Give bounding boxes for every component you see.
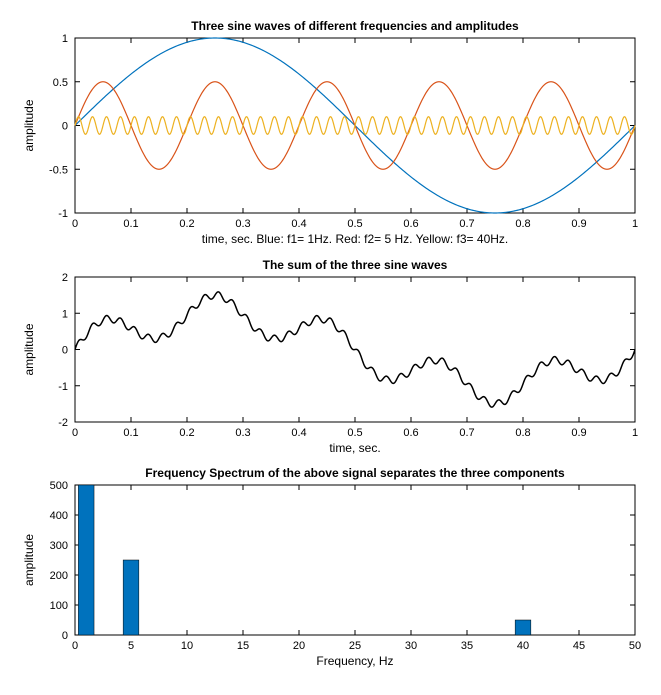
svg-text:0.3: 0.3 [235,218,250,230]
svg-text:1: 1 [62,33,68,45]
svg-text:0.1: 0.1 [123,218,138,230]
svg-text:500: 500 [50,480,68,492]
svg-text:time, sec. Blue: f1= 1Hz.: time, sec. Blue: f1= 1Hz. Red: f2= 5 Hz.… [202,232,509,246]
svg-text:0: 0 [62,630,68,642]
svg-text:Frequency Spectrum of the abov: Frequency Spectrum of the above signal s… [145,466,565,480]
svg-text:25: 25 [349,640,361,652]
svg-text:0.5: 0.5 [347,218,362,230]
svg-text:0.9: 0.9 [571,218,586,230]
svg-text:300: 300 [50,540,68,552]
svg-text:10: 10 [181,640,193,652]
svg-text:2: 2 [62,272,68,284]
svg-text:0: 0 [72,640,78,652]
svg-text:0.3: 0.3 [235,427,250,439]
svg-text:20: 20 [293,640,305,652]
svg-text:0.2: 0.2 [179,218,194,230]
svg-text:Three sine waves of different: Three sine waves of different frequencie… [191,19,519,33]
svg-text:200: 200 [50,570,68,582]
svg-text:-1: -1 [58,208,68,220]
svg-text:-2: -2 [58,417,68,429]
svg-text:15: 15 [237,640,249,652]
svg-text:0.8: 0.8 [515,218,530,230]
svg-text:0: 0 [72,218,78,230]
svg-text:0: 0 [62,345,68,357]
svg-text:1: 1 [632,427,638,439]
svg-text:0.5: 0.5 [53,77,68,89]
svg-text:0.4: 0.4 [291,427,306,439]
svg-text:amplitude: amplitude [22,534,36,586]
svg-text:0.5: 0.5 [347,427,362,439]
svg-text:time, sec.: time, sec. [329,441,380,455]
svg-text:-1: -1 [58,381,68,393]
svg-text:The sum of the three sine wave: The sum of the three sine waves [263,258,448,272]
svg-text:0: 0 [72,427,78,439]
svg-text:-0.5: -0.5 [49,164,68,176]
svg-text:35: 35 [461,640,473,652]
svg-text:amplitude: amplitude [22,323,36,375]
svg-text:50: 50 [629,640,641,652]
svg-text:Frequency, Hz: Frequency, Hz [316,654,393,668]
svg-text:0.7: 0.7 [459,218,474,230]
svg-text:100: 100 [50,600,68,612]
svg-text:0.7: 0.7 [459,427,474,439]
svg-text:0: 0 [62,121,68,133]
svg-text:30: 30 [405,640,417,652]
svg-text:45: 45 [573,640,585,652]
plot-canvas: 0 0.1 0.2 0.3 0.4 0.5 0.6 0.7 0.8 0.9 1 -1 -0.5 0 0.5 1… [0,0,661,695]
svg-text:0.4: 0.4 [291,218,306,230]
svg-text:0.9: 0.9 [571,427,586,439]
svg-text:1: 1 [62,308,68,320]
svg-text:400: 400 [50,510,68,522]
svg-text:0.6: 0.6 [403,218,418,230]
svg-text:1: 1 [632,218,638,230]
svg-text:40: 40 [517,640,529,652]
svg-text:0.8: 0.8 [515,427,530,439]
svg-text:0.1: 0.1 [123,427,138,439]
svg-text:amplitude: amplitude [22,99,36,151]
svg-text:0.6: 0.6 [403,427,418,439]
figure: 0 0.1 0.2 0.3 0.4 0.5 0.6 0.7 0.8 0.9 1 -1 -0.5 0 0.5 1… [0,0,661,695]
svg-text:0.2: 0.2 [179,427,194,439]
svg-text:5: 5 [128,640,134,652]
